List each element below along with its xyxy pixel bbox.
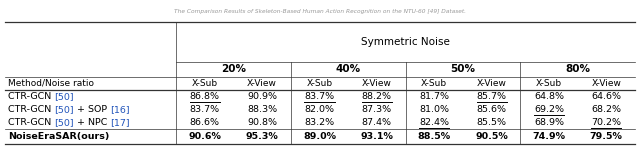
Text: 68.9%: 68.9% [534,118,564,127]
Text: X-View: X-View [362,79,392,88]
Text: Method/Noise ratio: Method/Noise ratio [8,79,94,88]
Text: 88.3%: 88.3% [247,105,277,114]
Text: 95.3%: 95.3% [246,132,278,141]
Text: CTR-GCN: CTR-GCN [8,105,54,114]
Text: 88.5%: 88.5% [418,132,451,141]
Text: 68.2%: 68.2% [591,105,621,114]
Text: 90.5%: 90.5% [475,132,508,141]
Text: 85.5%: 85.5% [477,118,507,127]
Text: [50]: [50] [54,118,74,127]
Text: CTR-GCN: CTR-GCN [8,118,54,127]
Text: 83.7%: 83.7% [305,92,335,101]
Text: X-Sub: X-Sub [536,79,562,88]
Text: X-View: X-View [477,79,506,88]
Text: 90.8%: 90.8% [247,118,277,127]
Text: + NPC: + NPC [74,118,110,127]
Text: [50]: [50] [54,92,74,101]
Text: 74.9%: 74.9% [532,132,565,141]
Text: 86.6%: 86.6% [189,118,220,127]
Text: NoiseEraSAR(ours): NoiseEraSAR(ours) [8,132,109,141]
Text: 87.3%: 87.3% [362,105,392,114]
Text: 83.7%: 83.7% [189,105,220,114]
Text: 86.8%: 86.8% [189,92,220,101]
Text: + SOP: + SOP [74,105,110,114]
Text: [50]: [50] [54,105,74,114]
Text: 82.4%: 82.4% [419,118,449,127]
Text: 83.2%: 83.2% [305,118,335,127]
Text: 88.2%: 88.2% [362,92,392,101]
Text: 81.7%: 81.7% [419,92,449,101]
Text: 20%: 20% [221,65,246,74]
Text: 93.1%: 93.1% [360,132,393,141]
Text: 90.6%: 90.6% [188,132,221,141]
Text: 80%: 80% [565,65,590,74]
Text: 81.0%: 81.0% [419,105,449,114]
Text: X-Sub: X-Sub [307,79,333,88]
Text: CTR-GCN: CTR-GCN [8,92,54,101]
Text: 50%: 50% [451,65,476,74]
Text: 64.8%: 64.8% [534,92,564,101]
Text: 40%: 40% [335,65,361,74]
Text: 79.5%: 79.5% [590,132,623,141]
Text: 89.0%: 89.0% [303,132,336,141]
Text: 69.2%: 69.2% [534,105,564,114]
Text: 87.4%: 87.4% [362,118,392,127]
Text: 85.6%: 85.6% [477,105,507,114]
Text: Symmetric Noise: Symmetric Noise [361,37,450,47]
Text: 70.2%: 70.2% [591,118,621,127]
Text: X-Sub: X-Sub [191,79,218,88]
Text: X-Sub: X-Sub [421,79,447,88]
Text: [17]: [17] [110,118,130,127]
Text: X-View: X-View [591,79,621,88]
Text: 90.9%: 90.9% [247,92,277,101]
Text: The Comparison Results of Skeleton-Based Human Action Recognition on the NTU-60 : The Comparison Results of Skeleton-Based… [174,8,466,13]
Text: 64.6%: 64.6% [591,92,621,101]
Text: X-View: X-View [247,79,277,88]
Text: [16]: [16] [110,105,130,114]
Text: 82.0%: 82.0% [305,105,335,114]
Text: 85.7%: 85.7% [477,92,507,101]
